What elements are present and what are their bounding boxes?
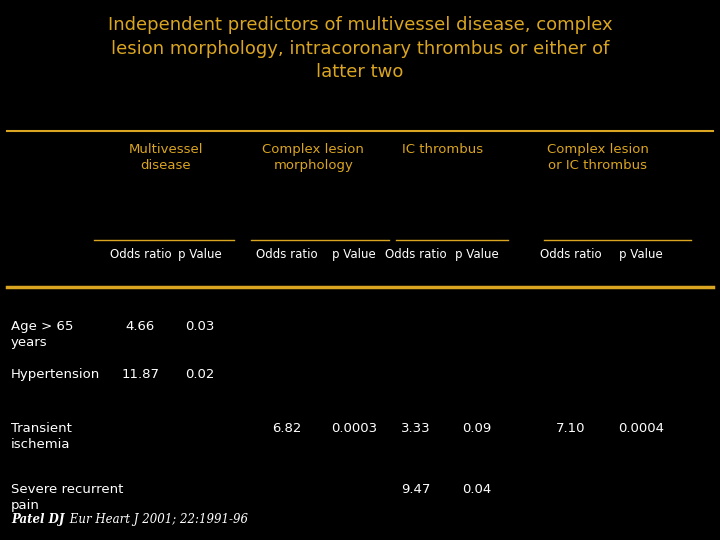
Text: 9.47: 9.47	[402, 483, 431, 496]
Text: 0.09: 0.09	[462, 422, 491, 435]
Text: Hypertension: Hypertension	[11, 368, 100, 381]
Text: Odds ratio: Odds ratio	[385, 248, 447, 261]
Text: Odds ratio: Odds ratio	[109, 248, 171, 261]
Text: Severe recurrent
pain: Severe recurrent pain	[11, 483, 123, 512]
Text: 6.82: 6.82	[272, 422, 301, 435]
Text: Independent predictors of multivessel disease, complex
lesion morphology, intrac: Independent predictors of multivessel di…	[108, 16, 612, 82]
Text: Multivessel
disease: Multivessel disease	[128, 143, 203, 172]
Text: p Value: p Value	[455, 248, 498, 261]
Text: Eur Heart J 2001; 22:1991-96: Eur Heart J 2001; 22:1991-96	[66, 514, 248, 526]
Text: Complex lesion
morphology: Complex lesion morphology	[262, 143, 364, 172]
Text: Patel DJ: Patel DJ	[11, 514, 64, 526]
Text: Odds ratio: Odds ratio	[256, 248, 318, 261]
Text: 0.03: 0.03	[186, 320, 215, 333]
Text: 3.33: 3.33	[401, 422, 431, 435]
Text: p Value: p Value	[179, 248, 222, 261]
Text: 7.10: 7.10	[557, 422, 585, 435]
Text: 0.04: 0.04	[462, 483, 491, 496]
Text: 0.0004: 0.0004	[618, 422, 664, 435]
Text: 11.87: 11.87	[122, 368, 159, 381]
Text: 4.66: 4.66	[126, 320, 155, 333]
Text: Age > 65
years: Age > 65 years	[11, 320, 73, 349]
Text: 0.0003: 0.0003	[331, 422, 377, 435]
Text: Complex lesion
or IC thrombus: Complex lesion or IC thrombus	[546, 143, 649, 172]
Text: Odds ratio: Odds ratio	[540, 248, 602, 261]
Text: 0.02: 0.02	[186, 368, 215, 381]
Text: p Value: p Value	[619, 248, 662, 261]
Text: Transient
ischemia: Transient ischemia	[11, 422, 72, 451]
Text: p Value: p Value	[333, 248, 376, 261]
Text: IC thrombus: IC thrombus	[402, 143, 483, 156]
